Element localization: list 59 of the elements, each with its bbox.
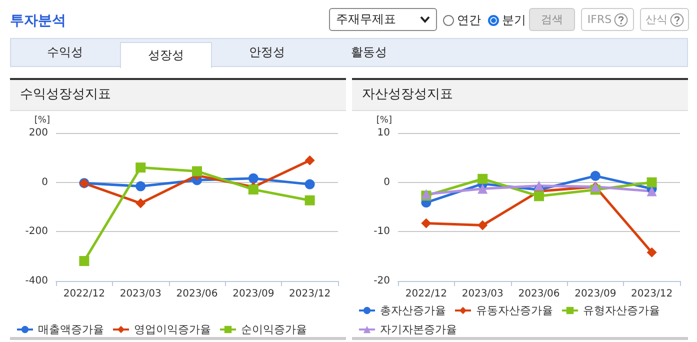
point bbox=[646, 186, 657, 196]
x-tick-label: 2023/06 bbox=[518, 288, 560, 300]
point bbox=[304, 155, 315, 166]
point bbox=[136, 198, 146, 208]
chart-title: 수익성장성지표 bbox=[10, 80, 346, 111]
legend-label: 순이익증가율 bbox=[241, 323, 307, 336]
x-tick-label: 2023/09 bbox=[232, 288, 274, 300]
point bbox=[304, 195, 315, 206]
point bbox=[646, 247, 657, 258]
legend-label: 자기자본증가율 bbox=[380, 323, 457, 336]
text: 성장성 bbox=[120, 42, 212, 68]
legend-label: 유형자산증가율 bbox=[583, 304, 660, 317]
y-tick-label: 0 bbox=[42, 176, 48, 188]
legend-label: 총자산증가율 bbox=[380, 304, 446, 317]
text: 분기 bbox=[501, 12, 526, 29]
x-tick-label: 2023/12 bbox=[289, 288, 331, 300]
text: 투자분석 bbox=[10, 12, 66, 30]
point bbox=[136, 181, 146, 192]
x-tick-label: 2023/12 bbox=[631, 288, 673, 300]
y-tick-label: -10 bbox=[374, 226, 390, 238]
x-tick-label: 2023/06 bbox=[176, 288, 218, 300]
dropdown-field: 주재무제표 bbox=[329, 8, 437, 31]
y-tick-label: -400 bbox=[25, 276, 48, 286]
point bbox=[192, 166, 202, 176]
point bbox=[534, 180, 544, 191]
y-tick-label: 10 bbox=[377, 128, 390, 138]
point bbox=[79, 256, 90, 266]
point bbox=[478, 220, 488, 230]
text: 검색 bbox=[529, 8, 575, 31]
x-tick-label: 2023/03 bbox=[120, 288, 162, 300]
point bbox=[590, 170, 600, 181]
point bbox=[304, 179, 315, 190]
legend-label: 영업이익증가율 bbox=[134, 323, 211, 336]
legend-label: 매출액증가율 bbox=[38, 323, 104, 336]
point bbox=[421, 218, 432, 228]
y-axis-title: [%] bbox=[376, 116, 392, 126]
y-tick-label: -20 bbox=[374, 276, 390, 286]
x-tick-label: 2023/09 bbox=[574, 288, 616, 300]
point bbox=[478, 184, 488, 194]
point bbox=[248, 173, 258, 184]
legend-label: 유동자산증가율 bbox=[476, 304, 553, 317]
text: 수익성 bbox=[46, 44, 84, 61]
x-tick-label: 2022/12 bbox=[405, 288, 447, 300]
chart-title: 자산성장성지표 bbox=[352, 80, 688, 111]
x-tick-label: 2023/03 bbox=[462, 288, 504, 300]
y-tick-label: -200 bbox=[25, 226, 48, 238]
text: IFRS bbox=[581, 8, 634, 31]
text: 연간 bbox=[456, 12, 481, 29]
point bbox=[646, 177, 657, 188]
y-axis-title: [%] bbox=[34, 116, 50, 126]
text: 활동성 bbox=[350, 44, 388, 61]
y-tick-label: 200 bbox=[28, 128, 48, 138]
point bbox=[478, 174, 488, 184]
y-tick-label: 0 bbox=[384, 176, 390, 188]
text: 산식 bbox=[640, 8, 689, 31]
text: 안정성 bbox=[248, 44, 286, 61]
point bbox=[534, 191, 544, 202]
x-tick-label: 2022/12 bbox=[63, 288, 105, 300]
point bbox=[136, 162, 146, 173]
